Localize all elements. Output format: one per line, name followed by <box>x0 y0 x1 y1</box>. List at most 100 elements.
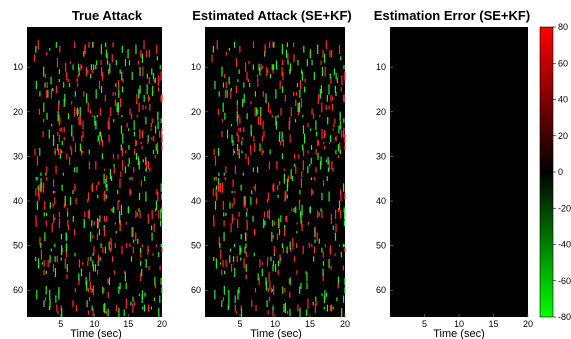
attack-mark <box>216 40 218 50</box>
attack-mark <box>112 207 114 213</box>
attack-mark <box>269 281 271 290</box>
attack-mark <box>212 45 214 53</box>
attack-mark <box>159 65 161 70</box>
attack-mark <box>302 115 304 118</box>
attack-mark <box>35 188 37 196</box>
attack-mark <box>243 93 245 103</box>
attack-mark <box>272 42 274 48</box>
attack-mark <box>218 236 220 246</box>
attack-mark <box>43 66 45 77</box>
attack-mark <box>302 245 304 255</box>
attack-mark <box>315 148 317 155</box>
attack-mark <box>221 66 223 77</box>
attack-mark <box>86 93 88 104</box>
attack-mark <box>317 44 319 55</box>
attack-mark <box>103 215 106 222</box>
attack-mark <box>60 233 63 240</box>
attack-mark <box>253 186 255 189</box>
attack-mark <box>40 183 42 192</box>
attack-mark <box>283 173 285 184</box>
attack-mark <box>92 285 95 296</box>
ytick-label: 30 <box>13 151 23 161</box>
attack-mark <box>267 69 269 74</box>
attack-mark <box>335 223 337 233</box>
xtick-label: 20 <box>157 319 167 329</box>
attack-mark <box>61 184 63 191</box>
attack-mark <box>316 232 318 241</box>
attack-mark <box>334 232 337 241</box>
attack-mark <box>272 264 274 272</box>
attack-mark <box>43 102 45 113</box>
attack-mark <box>70 148 73 156</box>
ytick-label: 20 <box>191 107 201 117</box>
attack-mark <box>54 243 56 248</box>
attack-mark <box>92 253 94 257</box>
attack-mark <box>257 116 259 125</box>
attack-mark <box>225 166 227 174</box>
attack-mark <box>326 304 329 312</box>
attack-mark <box>79 107 81 117</box>
attack-mark <box>66 208 69 212</box>
attack-mark <box>328 191 330 202</box>
xtick-label: 15 <box>123 319 133 329</box>
attack-mark <box>329 248 331 252</box>
attack-mark <box>332 128 334 131</box>
attack-mark <box>293 91 295 97</box>
attack-mark <box>94 264 96 272</box>
panel-estimation-error: Estimation Error (SE+KF) 10 20 30 40 50 60 5 1… <box>374 8 533 339</box>
attack-mark <box>272 308 274 317</box>
attack-mark <box>251 190 253 194</box>
attack-mark <box>262 91 264 97</box>
attack-mark <box>49 298 51 309</box>
attack-mark <box>269 73 272 79</box>
attack-mark <box>343 65 345 70</box>
attack-mark <box>221 269 223 276</box>
attack-mark <box>214 80 216 90</box>
attack-mark <box>245 274 247 280</box>
attack-mark <box>232 148 235 156</box>
attack-mark <box>222 201 224 210</box>
attack-mark <box>321 192 323 201</box>
attack-mark <box>85 277 87 286</box>
attack-mark <box>237 144 239 151</box>
attack-mark <box>329 73 331 79</box>
attack-mark <box>334 253 336 256</box>
attack-mark <box>325 292 328 297</box>
attack-mark <box>118 90 120 98</box>
attack-mark <box>107 278 109 284</box>
attack-mark <box>336 79 338 82</box>
attack-mark <box>99 215 101 223</box>
attack-mark <box>45 220 47 227</box>
attack-mark <box>149 103 151 111</box>
attack-mark <box>65 252 67 258</box>
attack-mark <box>62 172 65 176</box>
attack-mark <box>338 244 340 247</box>
attack-mark <box>78 116 80 125</box>
attack-mark <box>257 78 259 83</box>
attack-mark <box>145 105 147 109</box>
attack-mark <box>141 145 143 150</box>
attack-mark <box>66 264 68 272</box>
attack-mark <box>316 301 318 306</box>
attack-mark <box>88 296 91 302</box>
attack-mark <box>158 251 160 258</box>
attack-mark <box>81 150 84 154</box>
attack-mark <box>275 89 277 99</box>
attack-mark <box>161 94 163 103</box>
attack-mark <box>140 261 142 266</box>
attack-mark <box>255 197 258 205</box>
attack-mark <box>74 91 76 97</box>
attack-mark <box>234 243 236 248</box>
attack-mark <box>108 241 110 250</box>
attack-mark <box>343 118 345 124</box>
attack-mark <box>314 227 316 238</box>
attack-mark <box>150 306 152 310</box>
attack-mark <box>92 41 94 48</box>
attack-mark <box>237 79 239 82</box>
attack-mark <box>36 289 38 300</box>
attack-mark <box>135 140 137 146</box>
attack-mark <box>332 225 334 231</box>
attack-mark <box>271 64 273 71</box>
attack-mark <box>307 122 309 128</box>
colorbar-tick-label: -60 <box>558 276 571 286</box>
